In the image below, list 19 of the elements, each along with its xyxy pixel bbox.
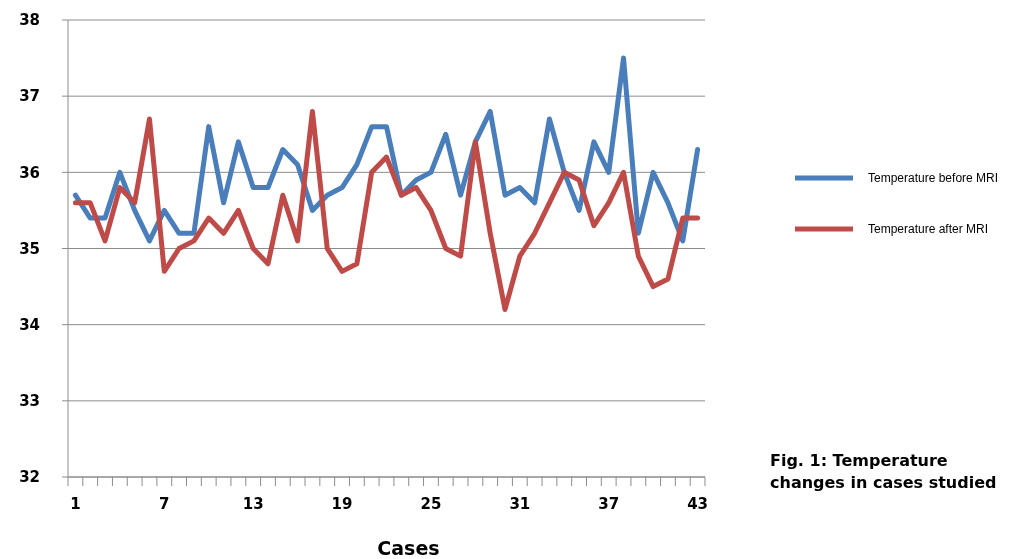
y-tick-label: 35	[19, 239, 40, 258]
x-tick-label: 43	[687, 495, 709, 513]
x-tick-label: 37	[598, 495, 620, 513]
x-tick-label: 13	[242, 495, 264, 513]
y-tick-label: 34	[19, 315, 40, 334]
x-axis-title: Cases	[377, 537, 440, 559]
legend-label: Temperature after MRI	[868, 222, 989, 237]
legend-label: Temperature before MRI	[868, 171, 999, 186]
caption: Fig. 1: Temperature changes in cases studied	[770, 451, 997, 492]
y-tick-label: 33	[19, 392, 40, 411]
x-tick-label: 25	[420, 495, 442, 513]
x-tick-label: 1	[70, 495, 81, 513]
x-tick-label: 7	[159, 495, 170, 513]
y-tick-label: 38	[19, 11, 40, 30]
y-tick-label: 37	[19, 87, 40, 106]
x-tick-label: 31	[509, 495, 531, 513]
y-tick-label: 36	[19, 163, 40, 182]
y-tick-label: 32	[19, 468, 40, 487]
x-tick-label: 19	[331, 495, 353, 513]
